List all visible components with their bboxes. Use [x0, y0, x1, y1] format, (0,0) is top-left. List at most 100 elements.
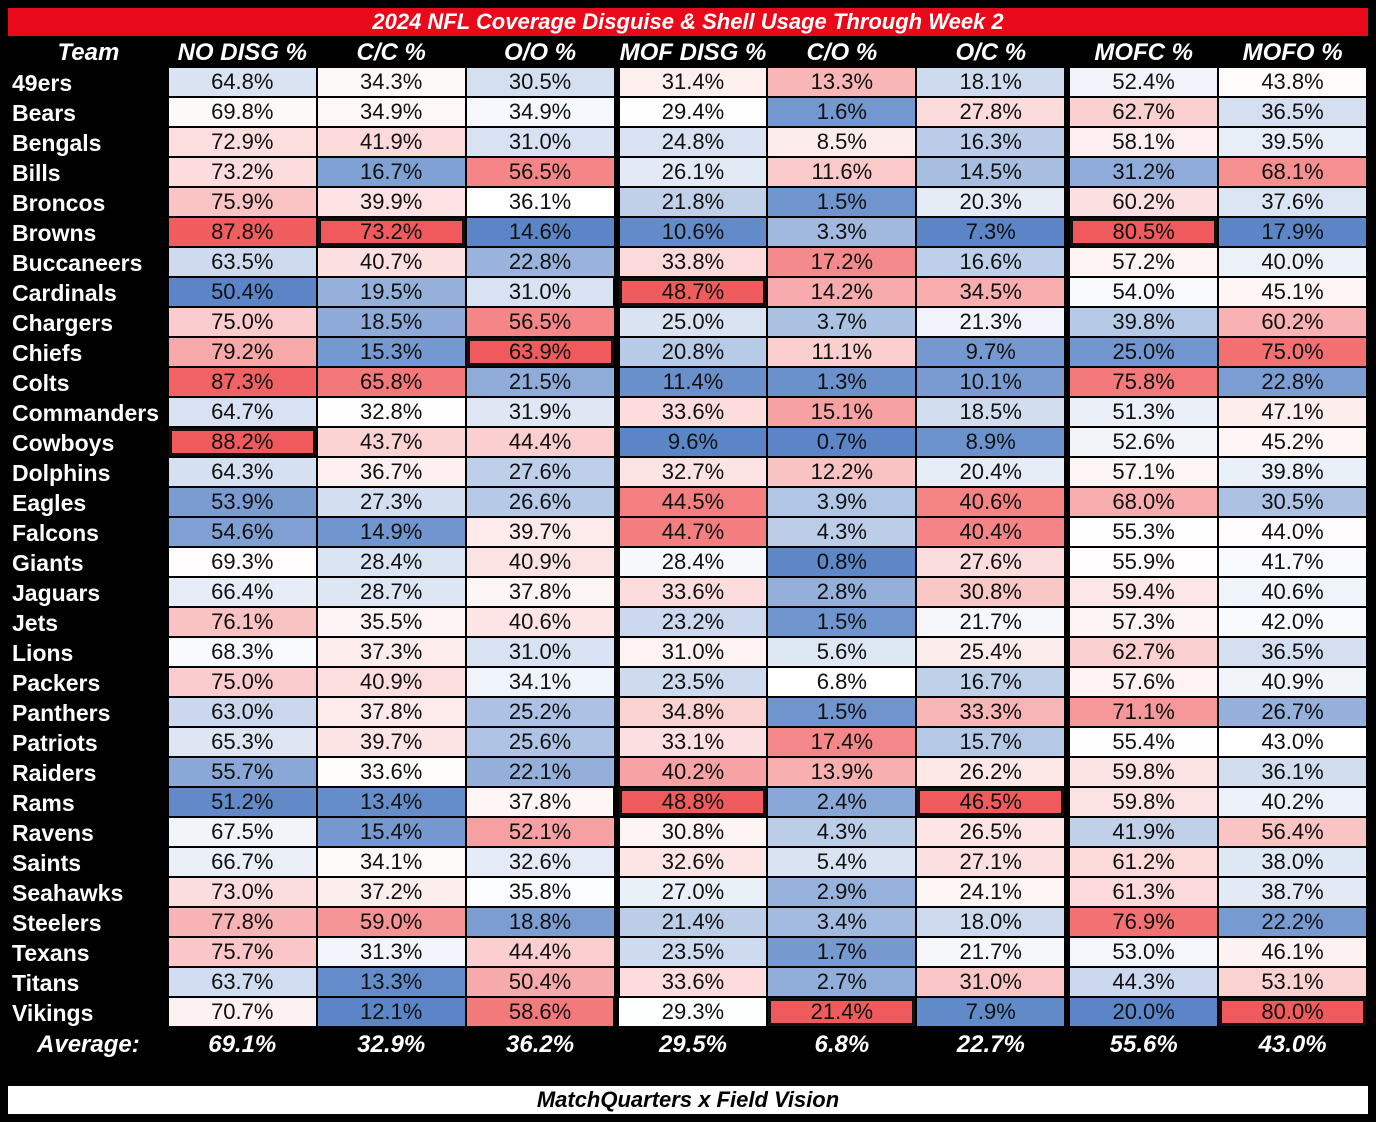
table-row: Texans 75.7% 31.3% 44.4% 23.5% 1.7% 21.7% 53.0%…: [8, 938, 1368, 968]
heatmap-cell: 63.9%: [466, 338, 614, 366]
header-row: Team NO DISG % C/C % O/O % MOF DISG % C/O % O/…: [8, 38, 1368, 68]
table-row: Giants 69.3% 28.4% 40.9% 28.4% 0.8% 27.6% 55.9%…: [8, 548, 1368, 578]
heatmap-cell: 37.6%: [1219, 188, 1366, 216]
heatmap-cell: 75.0%: [168, 668, 316, 696]
table-row: Bills 73.2% 16.7% 56.5% 26.1% 11.6% 14.5% 31.2%…: [8, 158, 1368, 188]
heatmap-cell: 19.5%: [317, 278, 465, 306]
heatmap-cell: 60.2%: [1219, 308, 1366, 336]
table-row: Vikings 70.7% 12.1% 58.6% 29.3% 21.4% 7.9% 20.0…: [8, 998, 1368, 1028]
heatmap-cell: 75.9%: [168, 188, 316, 216]
heatmap-cell: 57.6%: [1070, 668, 1218, 696]
heatmap-cell: 6.8%: [768, 668, 916, 696]
heatmap-cell: 4.3%: [768, 818, 916, 846]
heatmap-cell: 40.9%: [466, 548, 614, 576]
heatmap-cell: 14.9%: [317, 518, 465, 546]
heatmap-cell: 57.3%: [1070, 608, 1218, 636]
heatmap-cell: 1.5%: [768, 698, 916, 726]
heatmap-cell: 44.3%: [1070, 968, 1218, 996]
heatmap-cell: 73.2%: [168, 158, 316, 186]
table-row: Raiders 55.7% 33.6% 22.1% 40.2% 13.9% 26.2% 59.…: [8, 758, 1368, 788]
heatmap-cell: 16.6%: [917, 248, 1065, 276]
heatmap-cell: 72.9%: [168, 128, 316, 156]
heatmap-cell: 38.0%: [1219, 848, 1366, 876]
heatmap-cell: 76.9%: [1070, 908, 1218, 936]
heatmap-cell: 75.7%: [168, 938, 316, 966]
heatmap-cell: 17.2%: [768, 248, 916, 276]
heatmap-cell: 69.3%: [168, 548, 316, 576]
heatmap-cell: 21.4%: [619, 908, 767, 936]
heatmap-cell: 56.4%: [1219, 818, 1366, 846]
heatmap-cell: 18.5%: [317, 308, 465, 336]
heatmap-cell: 63.7%: [168, 968, 316, 996]
team-label: Titans: [12, 970, 80, 996]
heatmap-cell: 31.4%: [619, 68, 767, 96]
heatmap-cell: 26.1%: [619, 158, 767, 186]
heatmap-cell: 21.8%: [619, 188, 767, 216]
heatmap-cell: 73.2%: [317, 218, 465, 246]
heatmap-cell: 36.7%: [317, 458, 465, 486]
heatmap-cell: 3.7%: [768, 308, 916, 336]
table-row: Buccaneers 63.5% 40.7% 22.8% 33.8% 17.2% 16.6%…: [8, 248, 1368, 278]
heatmap-cell: 7.9%: [917, 998, 1065, 1026]
heatmap-cell: 17.4%: [768, 728, 916, 756]
heatmap-cell: 9.6%: [619, 428, 767, 456]
header-team: Team: [57, 39, 120, 66]
heatmap-cell: 11.6%: [768, 158, 916, 186]
heatmap-cell: 68.0%: [1070, 488, 1218, 516]
heatmap-cell: 40.6%: [917, 488, 1065, 516]
heatmap-cell: 68.1%: [1219, 158, 1366, 186]
team-label: 49ers: [12, 70, 73, 96]
heatmap-cell: 46.1%: [1219, 938, 1366, 966]
table-row: Dolphins 64.3% 36.7% 27.6% 32.7% 12.2% 20.4% 57…: [8, 458, 1368, 488]
heatmap-cell: 38.7%: [1219, 878, 1366, 906]
heatmap-cell: 15.4%: [317, 818, 465, 846]
table-row: Bengals 72.9% 41.9% 31.0% 24.8% 8.5% 16.3% 58.1…: [8, 128, 1368, 158]
heatmap-cell: 60.2%: [1070, 188, 1218, 216]
table-row: Colts 87.3% 65.8% 21.5% 11.4% 1.3% 10.1% 75.8% 2…: [8, 368, 1368, 398]
header-col-7: MOFO %: [1242, 39, 1343, 66]
chart-title: 2024 NFL Coverage Disguise & Shell Usage…: [8, 8, 1368, 36]
heatmap-cell: 75.0%: [1219, 338, 1366, 366]
heatmap-cell: 36.5%: [1219, 638, 1366, 666]
average-value: 22.7%: [956, 1031, 1025, 1058]
heatmap-cell: 1.6%: [768, 98, 916, 126]
heatmap-cell: 21.3%: [917, 308, 1065, 336]
average-value: 43.0%: [1258, 1031, 1327, 1058]
heatmap-cell: 58.1%: [1070, 128, 1218, 156]
heatmap-cell: 66.7%: [168, 848, 316, 876]
heatmap-cell: 7.3%: [917, 218, 1065, 246]
heatmap-cell: 22.8%: [466, 248, 614, 276]
team-label: Raiders: [12, 760, 97, 786]
team-label: Bills: [12, 160, 61, 186]
heatmap-cell: 42.0%: [1219, 608, 1366, 636]
header-col-2: O/O %: [504, 39, 577, 66]
heatmap-cell: 1.3%: [768, 368, 916, 396]
heatmap-cell: 30.8%: [917, 578, 1065, 606]
team-label: Lions: [12, 640, 74, 666]
table-row: Falcons 54.6% 14.9% 39.7% 44.7% 4.3% 40.4% 55.3…: [8, 518, 1368, 548]
heatmap-cell: 13.4%: [317, 788, 465, 816]
team-label: Bears: [12, 100, 76, 126]
table-row: Panthers 63.0% 37.8% 25.2% 34.8% 1.5% 33.3% 71.…: [8, 698, 1368, 728]
heatmap-cell: 47.1%: [1219, 398, 1366, 426]
heatmap-cell: 73.0%: [168, 878, 316, 906]
heatmap-cell: 64.8%: [168, 68, 316, 96]
heatmap-cell: 25.6%: [466, 728, 614, 756]
heatmap-cell: 35.5%: [317, 608, 465, 636]
heatmap-cell: 39.7%: [466, 518, 614, 546]
heatmap-cell: 54.0%: [1070, 278, 1218, 306]
team-label: Rams: [12, 790, 75, 816]
heatmap-cell: 10.6%: [619, 218, 767, 246]
heatmap-cell: 53.9%: [168, 488, 316, 516]
team-label: Commanders: [12, 400, 159, 426]
average-value: 69.1%: [208, 1031, 277, 1058]
team-label: Dolphins: [12, 460, 111, 486]
heatmap-cell: 22.2%: [1219, 908, 1366, 936]
heatmap-cell: 2.4%: [768, 788, 916, 816]
heatmap-cell: 44.5%: [619, 488, 767, 516]
heatmap-cell: 1.7%: [768, 938, 916, 966]
heatmap-cell: 59.4%: [1070, 578, 1218, 606]
heatmap-cell: 31.3%: [317, 938, 465, 966]
team-label: Buccaneers: [12, 250, 143, 276]
table-row: Lions 68.3% 37.3% 31.0% 31.0% 5.6% 25.4% 62.7% 3…: [8, 638, 1368, 668]
